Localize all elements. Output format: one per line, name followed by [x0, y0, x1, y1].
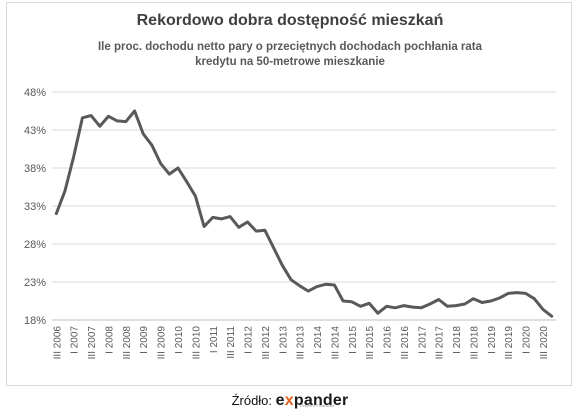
x-tick-label: I 2015	[348, 326, 359, 354]
y-tick-label: 23%	[24, 277, 46, 289]
x-tick-label: I 2009	[139, 326, 150, 354]
chart-subtitle: Ile proc. dochodu netto pary o przeciętn…	[97, 41, 483, 68]
x-tick-label: I 2007	[70, 326, 81, 354]
x-tick-label: I 2018	[452, 326, 463, 354]
x-tick-label: III 2019	[504, 326, 515, 360]
x-tick-label: III 2016	[400, 326, 411, 360]
x-tick-label: I 2016	[383, 326, 394, 354]
x-tick-label: III 2014	[330, 326, 341, 360]
y-tick-label: 18%	[24, 315, 46, 327]
source-line: Źródło: expander	[0, 392, 580, 410]
x-tick-label: I 2017	[417, 326, 428, 354]
x-tick-label: I 2012	[244, 326, 255, 354]
x-tick-label: III 2006	[52, 326, 63, 360]
x-tick-label: I 2020	[522, 326, 533, 354]
y-tick-label: 33%	[24, 201, 46, 213]
source-label: Źródło:	[231, 393, 273, 408]
y-tick-label: 38%	[24, 163, 46, 175]
x-tick-label: III 2007	[87, 326, 98, 360]
x-tick-label: III 2015	[365, 326, 376, 360]
x-tick-label: III 2010	[191, 326, 202, 360]
y-axis-ticks: 18% 23% 28% 33% 38% 43% 48%	[24, 87, 46, 327]
x-tick-label: I 2010	[174, 326, 185, 354]
x-tick-label: I 2019	[487, 326, 498, 354]
x-tick-label: III 2008	[122, 326, 133, 360]
gridlines	[52, 91, 556, 283]
logo-tagline: Eksperci Finansowi	[300, 403, 335, 408]
x-tick-label: III 2012	[261, 326, 272, 360]
y-tick-label: 43%	[24, 125, 46, 137]
x-tick-label: III 2011	[226, 326, 237, 359]
x-tick-label: I 2014	[313, 326, 324, 354]
x-tick-label: I 2013	[278, 326, 289, 354]
x-tick-label: I 2008	[104, 326, 115, 354]
x-tick-label: III 2020	[539, 326, 550, 360]
y-tick-label: 28%	[24, 239, 46, 251]
x-tick-label: III 2018	[469, 326, 480, 360]
y-tick-label: 48%	[24, 87, 46, 99]
chart-title: Rekordowo dobra dostępność mieszkań	[136, 12, 444, 29]
x-tick-label: I 2011	[209, 326, 220, 353]
x-axis-ticks: III 2006 I 2007 III 2007 I 2008 III 2008 I 20…	[52, 326, 550, 360]
series-lines	[54, 109, 554, 318]
expander-logo: expander	[275, 392, 349, 409]
chart-frame	[6, 2, 572, 386]
x-tick-label: III 2017	[435, 326, 446, 360]
series-line	[54, 109, 554, 318]
x-tick-label: III 2009	[157, 326, 168, 360]
x-tick-label: III 2013	[296, 326, 307, 360]
